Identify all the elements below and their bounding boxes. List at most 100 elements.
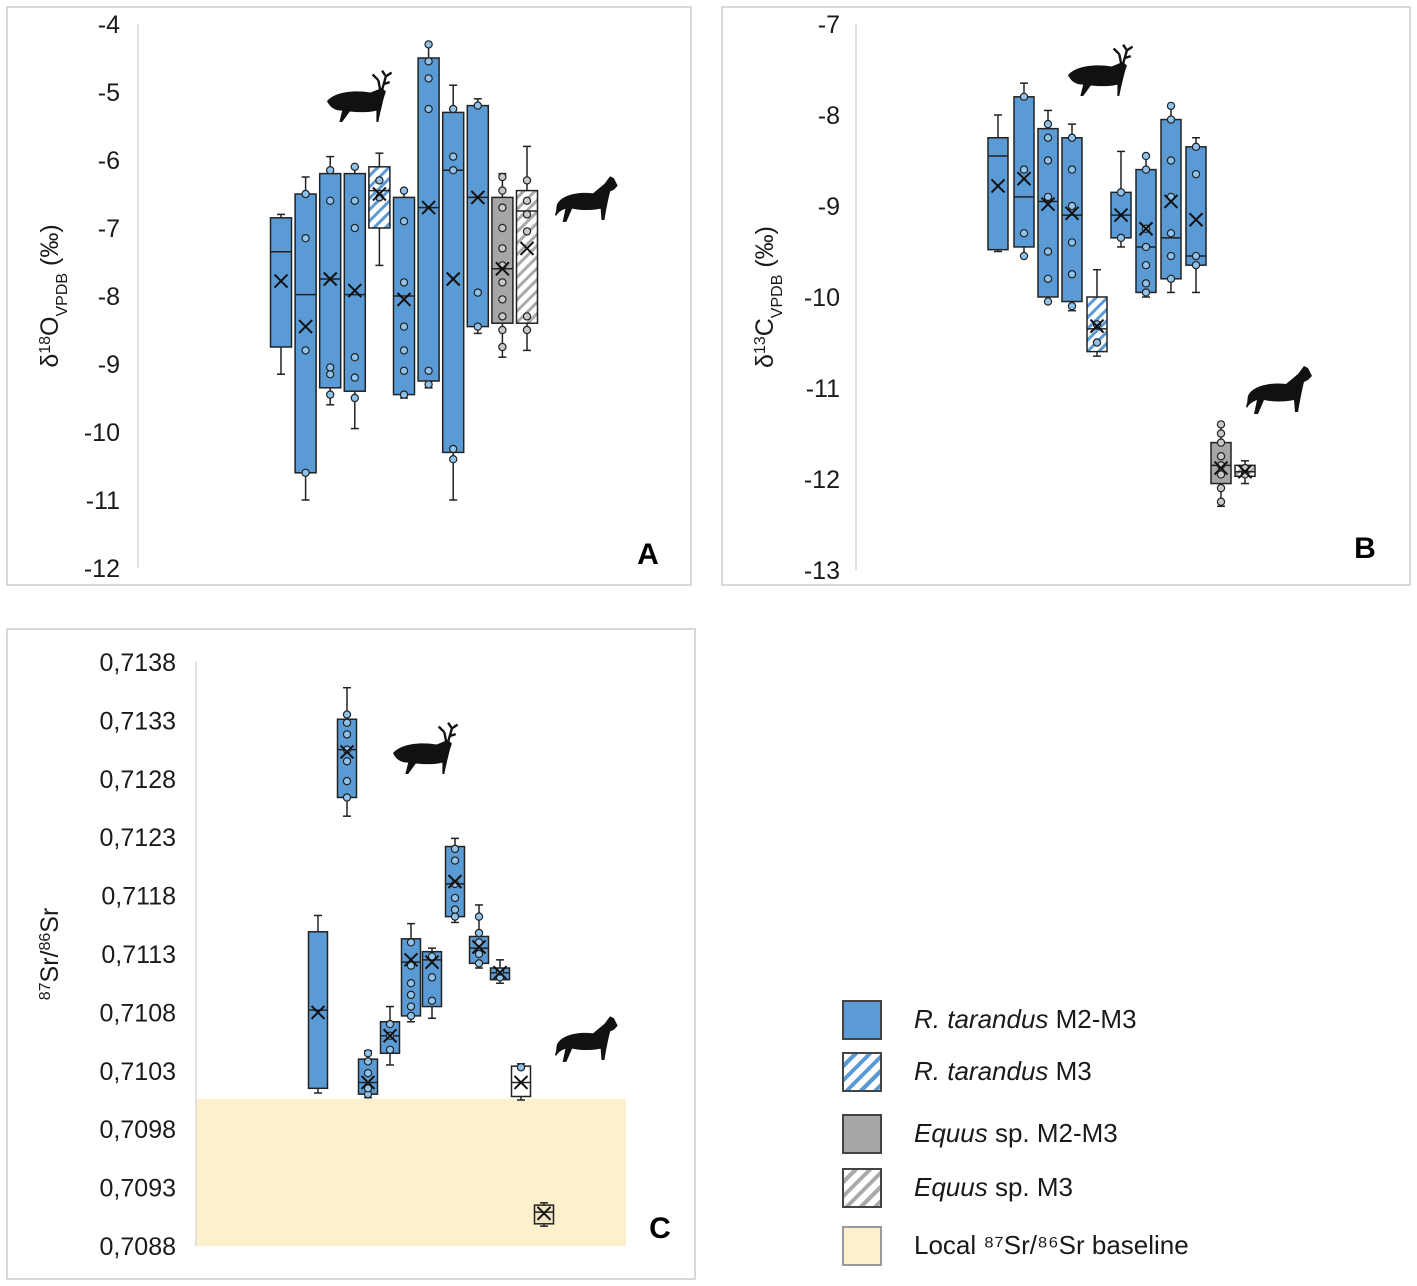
- legend-item-rt-m3: R. tarandus M3: [842, 1052, 1402, 1094]
- legend-item-equus-m2m3: Equus sp. M2-M3: [842, 1114, 1402, 1156]
- box-6: [421, 947, 443, 1019]
- data-point: [474, 959, 484, 968]
- data-point: [1191, 142, 1201, 152]
- y-tick-label: -11: [86, 487, 120, 515]
- box-5: [1086, 268, 1108, 357]
- mean-marker: [396, 292, 412, 307]
- y-tick-label: 0,7123: [100, 824, 176, 852]
- box-9: [466, 98, 490, 335]
- box-8: [441, 84, 465, 501]
- legend-item-equus-m3: Equus sp. M3: [842, 1168, 1402, 1210]
- y-tick-label: 0,7088: [100, 1233, 176, 1261]
- data-point: [498, 203, 507, 212]
- legend-swatch-grey-hatch: [842, 1168, 882, 1208]
- data-point: [1116, 233, 1126, 243]
- box-3: [1037, 109, 1059, 306]
- data-point: [522, 176, 532, 185]
- data-point: [498, 172, 507, 182]
- mean-marker: [403, 952, 419, 968]
- box-6: [1110, 150, 1132, 248]
- legend-label: Local ⁸⁷Sr/⁸⁶Sr baseline: [914, 1230, 1189, 1260]
- mean-marker: [310, 1005, 326, 1020]
- data-point: [363, 1057, 373, 1066]
- data-point: [1166, 115, 1176, 124]
- mean-marker: [1016, 171, 1032, 186]
- box-iqr: [1185, 146, 1207, 266]
- legend-item-baseline: Local ⁸⁷Sr/⁸⁶Sr baseline: [842, 1226, 1402, 1268]
- data-point: [449, 455, 458, 464]
- data-point: [1019, 165, 1029, 174]
- data-point: [399, 278, 409, 287]
- box-iqr: [491, 196, 514, 324]
- data-point: [342, 793, 352, 802]
- chart-a: -4 -5 -6 -7 -8 -9 -10 -11 -12 δ18OVPDB (‰) A: [36, 11, 659, 583]
- mean-marker: [1237, 464, 1253, 479]
- data-point: [301, 346, 310, 355]
- data-point: [326, 370, 335, 379]
- data-point: [1216, 438, 1226, 447]
- data-point: [424, 40, 433, 49]
- data-point: [301, 233, 310, 243]
- reindeer-icon: [1066, 43, 1134, 98]
- legend-label: Equus sp. M3: [914, 1172, 1073, 1202]
- mean-marker: [445, 271, 461, 287]
- data-point: [424, 104, 433, 114]
- mean-marker: [1213, 460, 1229, 476]
- mean-marker: [1138, 221, 1154, 236]
- data-point: [449, 152, 458, 161]
- data-point: [516, 1063, 526, 1072]
- data-point: [301, 468, 310, 477]
- mean-marker: [470, 190, 486, 205]
- mean-marker: [1188, 212, 1204, 227]
- mean-marker: [1040, 196, 1056, 212]
- horse-icon: [555, 176, 618, 222]
- data-point: [522, 312, 532, 321]
- data-point: [474, 928, 484, 938]
- data-point: [350, 162, 359, 171]
- data-point: [399, 366, 409, 375]
- data-point: [399, 322, 409, 331]
- y-axis-label: δ18OVPDB (‰): [36, 224, 71, 367]
- mean-marker: [990, 178, 1006, 194]
- y-tick-label: 0,7133: [100, 707, 176, 735]
- mean-marker: [382, 1028, 398, 1043]
- box-11: [533, 1202, 555, 1227]
- data-point: [342, 776, 352, 786]
- mean-marker: [273, 273, 289, 289]
- mean-marker: [424, 954, 440, 970]
- data-point: [1043, 274, 1053, 283]
- data-point: [473, 322, 482, 331]
- data-point: [406, 990, 416, 1000]
- mean-marker: [1089, 318, 1105, 334]
- mean-marker: [372, 186, 387, 202]
- y-axis-label: 87Sr/86Sr: [36, 908, 64, 1001]
- data-point: [1067, 238, 1077, 247]
- data-point: [326, 165, 335, 175]
- data-point: [350, 393, 359, 403]
- y-tick-label: -7: [98, 215, 120, 243]
- mean-marker: [347, 283, 363, 298]
- data-point: [427, 952, 437, 961]
- data-point: [326, 390, 335, 399]
- data-point: [350, 223, 359, 233]
- data-point: [406, 1011, 416, 1021]
- box-1: [269, 213, 293, 375]
- data-point: [326, 196, 335, 205]
- box-3: [357, 1049, 379, 1099]
- data-point: [326, 363, 335, 372]
- data-point: [1043, 119, 1053, 129]
- mean-marker: [421, 200, 436, 215]
- data-point: [1166, 251, 1176, 261]
- data-point: [399, 390, 409, 399]
- data-point: [1216, 452, 1226, 461]
- data-point: [406, 979, 416, 988]
- legend-item-rt-m2m3: R. tarandus M2-M3: [842, 1000, 1402, 1042]
- box-iqr: [515, 189, 539, 324]
- data-point: [450, 856, 460, 865]
- data-point: [1216, 483, 1226, 493]
- y-tick-label: -9: [98, 351, 120, 379]
- mean-marker: [298, 319, 313, 334]
- panel-label: C: [649, 1212, 671, 1245]
- data-point: [473, 288, 482, 297]
- box-4: [379, 1005, 401, 1066]
